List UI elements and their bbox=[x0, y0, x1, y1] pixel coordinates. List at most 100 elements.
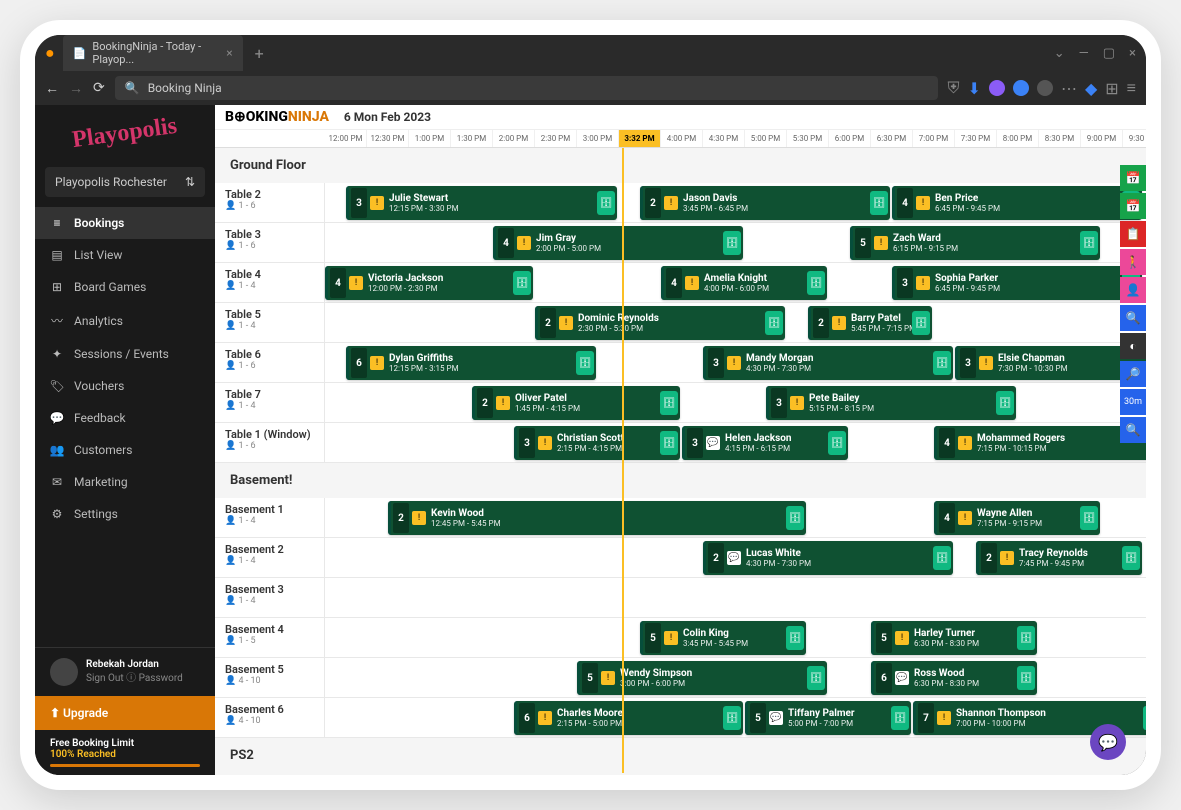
ext-icon[interactable] bbox=[1037, 80, 1053, 96]
booking-card[interactable]: 6!Dylan Griffiths12:15 PM - 3:15 PM🗄 bbox=[346, 346, 596, 380]
booking-time: 7:45 PM - 9:45 PM bbox=[1019, 559, 1117, 568]
nav-item-bookings[interactable]: ≡Bookings bbox=[35, 207, 215, 239]
booking-time: 6:30 PM - 8:30 PM bbox=[914, 679, 1012, 688]
tool-button[interactable]: 📋 bbox=[1120, 221, 1146, 247]
row-capacity: 👤 1 - 6 bbox=[225, 241, 314, 251]
nav-item-board-games[interactable]: ⊞Board Games bbox=[35, 271, 215, 303]
forward-button[interactable]: → bbox=[69, 80, 83, 97]
row-name: Basement 6 bbox=[225, 703, 314, 716]
booking-card[interactable]: 3!Pete Bailey5:15 PM - 8:15 PM🗄 bbox=[766, 386, 1016, 420]
archive-icon: 🗄 bbox=[786, 506, 804, 530]
note-icon: ! bbox=[349, 276, 363, 290]
chat-button[interactable]: 💬 bbox=[1090, 724, 1126, 760]
ext-icon[interactable]: ⋯ bbox=[1061, 79, 1077, 98]
window-maximize[interactable]: ▢ bbox=[1103, 46, 1115, 61]
nav-icon: ⊞ bbox=[50, 280, 64, 294]
tool-button[interactable]: 🚶 bbox=[1120, 249, 1146, 275]
booking-card[interactable]: 3!Mandy Morgan4:30 PM - 7:30 PM🗄 bbox=[703, 346, 953, 380]
shield-icon[interactable]: ⛨ bbox=[948, 78, 960, 98]
tool-button[interactable]: 🔎 bbox=[1120, 361, 1146, 387]
nav-item-settings[interactable]: ⚙Settings bbox=[35, 498, 215, 530]
booking-card[interactable]: 2!Jason Davis3:45 PM - 6:45 PM🗄 bbox=[640, 186, 890, 220]
time-header-cell: 8:30 PM bbox=[1039, 130, 1081, 147]
nav-item-analytics[interactable]: 〰Analytics bbox=[35, 303, 215, 338]
nav-label: Customers bbox=[74, 443, 132, 457]
ext-icon[interactable]: ◆ bbox=[1085, 79, 1097, 98]
avatar[interactable] bbox=[50, 658, 78, 686]
tool-button[interactable]: 📅 bbox=[1120, 193, 1146, 219]
booking-card[interactable]: 3!Sophia Parker6:45 PM - 9:45 PM🗄 bbox=[892, 266, 1142, 300]
nav-item-list-view[interactable]: ▤List View bbox=[35, 239, 215, 271]
new-tab-button[interactable]: + bbox=[247, 44, 272, 63]
booking-card[interactable]: 5!Wendy Simpson3:00 PM - 6:00 PM🗄 bbox=[577, 661, 827, 695]
booking-card[interactable]: 2💬Lucas White4:30 PM - 7:30 PM🗄 bbox=[703, 541, 953, 575]
upgrade-button[interactable]: ⬆ Upgrade bbox=[35, 696, 215, 730]
window-close[interactable]: × bbox=[1129, 46, 1136, 61]
main-schedule: B⊕OKINGNINJA 6 Mon Feb 2023 12:00 PM12:3… bbox=[215, 105, 1146, 775]
booking-card[interactable]: 3!Christian Scott2:15 PM - 4:15 PM🗄 bbox=[514, 426, 680, 460]
menu-icon[interactable]: ≡ bbox=[1127, 78, 1136, 98]
booking-card[interactable]: 5!Harley Turner6:30 PM - 8:30 PM🗄 bbox=[871, 621, 1037, 655]
booking-card[interactable]: 5!Zach Ward6:15 PM - 9:15 PM🗄 bbox=[850, 226, 1100, 260]
booking-time: 5:45 PM - 7:15 PM bbox=[851, 324, 907, 333]
tool-button[interactable]: 🔍 bbox=[1120, 417, 1146, 443]
close-icon[interactable]: × bbox=[226, 46, 232, 60]
tool-button[interactable]: 30m bbox=[1120, 389, 1146, 415]
booking-card[interactable]: 4!Amelia Knight4:00 PM - 6:00 PM🗄 bbox=[661, 266, 827, 300]
nav-item-sessions-events[interactable]: ✦Sessions / Events bbox=[35, 338, 215, 370]
limit-title: Free Booking Limit bbox=[50, 738, 200, 749]
booking-card[interactable]: 2!Kevin Wood12:45 PM - 5:45 PM🗄 bbox=[388, 501, 806, 535]
table-row: Basement 6👤 4 - 106!Charles Moore2:15 PM… bbox=[215, 698, 1146, 738]
booking-card[interactable]: 2!Oliver Patel1:45 PM - 4:15 PM🗄 bbox=[472, 386, 680, 420]
nav-item-marketing[interactable]: ✉Marketing bbox=[35, 466, 215, 498]
guest-name: Charles Moore bbox=[557, 708, 718, 719]
table-row: Basement 3👤 1 - 4 bbox=[215, 578, 1146, 618]
booking-card[interactable]: 6!Charles Moore2:15 PM - 5:00 PM🗄 bbox=[514, 701, 743, 735]
booking-card[interactable]: 4!Jim Gray2:00 PM - 5:00 PM🗄 bbox=[493, 226, 743, 260]
table-row: Table 6👤 1 - 66!Dylan Griffiths12:15 PM … bbox=[215, 343, 1146, 383]
party-count: 7 bbox=[918, 703, 934, 733]
time-header-cell: 12:30 PM bbox=[367, 130, 409, 147]
booking-card[interactable]: 4!Wayne Allen7:15 PM - 9:15 PM🗄 bbox=[934, 501, 1100, 535]
row-capacity: 👤 1 - 5 bbox=[225, 636, 314, 646]
location-selector[interactable]: Playopolis Rochester ⇅ bbox=[45, 167, 205, 197]
ext-icon[interactable] bbox=[1013, 80, 1029, 96]
booking-card[interactable]: 4!Ben Price6:45 PM - 9:45 PM🗄 bbox=[892, 186, 1142, 220]
back-button[interactable]: ← bbox=[45, 80, 59, 97]
archive-icon: 🗄 bbox=[1080, 506, 1098, 530]
booking-card[interactable]: 5!Colin King3:45 PM - 5:45 PM🗄 bbox=[640, 621, 806, 655]
nav-item-vouchers[interactable]: 🏷Vouchers bbox=[35, 370, 215, 402]
archive-icon: 🗄 bbox=[933, 351, 951, 375]
url-bar[interactable]: 🔍 Booking Ninja bbox=[115, 76, 938, 100]
date-header: 6 Mon Feb 2023 bbox=[344, 110, 431, 124]
user-sub[interactable]: Sign Out ⓘ Password bbox=[86, 672, 183, 686]
booking-card[interactable]: 4!Mohammed Rogers7:15 PM - 10:15 PM🗄 bbox=[934, 426, 1146, 460]
tool-button[interactable]: 🔍 bbox=[1120, 305, 1146, 331]
booking-card[interactable]: 3💬Helen Jackson4:15 PM - 6:15 PM🗄 bbox=[682, 426, 848, 460]
booking-card[interactable]: 6💬Ross Wood6:30 PM - 8:30 PM🗄 bbox=[871, 661, 1037, 695]
booking-card[interactable]: 2!Barry Patel5:45 PM - 7:15 PM🗄 bbox=[808, 306, 932, 340]
booking-card[interactable]: 3!Julie Stewart12:15 PM - 3:30 PM🗄 bbox=[346, 186, 617, 220]
time-header-cell: 6:30 PM bbox=[871, 130, 913, 147]
reload-button[interactable]: ⟳ bbox=[93, 80, 105, 96]
tool-button[interactable]: 📅 bbox=[1120, 165, 1146, 191]
booking-card[interactable]: 3!Elsie Chapman7:30 PM - 10:30 PM🗄 bbox=[955, 346, 1146, 380]
booking-card[interactable]: 2!Tracy Reynolds7:45 PM - 9:45 PM🗄 bbox=[976, 541, 1142, 575]
booking-card[interactable]: 5💬Tiffany Palmer5:00 PM - 7:00 PM🗄 bbox=[745, 701, 911, 735]
nav-item-feedback[interactable]: 💬Feedback bbox=[35, 402, 215, 434]
nav-item-customers[interactable]: 👥Customers bbox=[35, 434, 215, 466]
booking-card[interactable]: 4!Victoria Jackson12:00 PM - 2:30 PM🗄 bbox=[325, 266, 533, 300]
window-minimize[interactable]: — bbox=[1079, 46, 1089, 61]
booking-card[interactable]: 2!Dominic Reynolds2:30 PM - 5:30 PM🗄 bbox=[535, 306, 785, 340]
note-icon: ! bbox=[412, 511, 426, 525]
party-count: 4 bbox=[939, 503, 955, 533]
browser-tab[interactable]: 📄 BookingNinja - Today - Playop... × bbox=[63, 35, 243, 71]
ext-icon[interactable]: ⊞ bbox=[1105, 79, 1118, 98]
download-icon[interactable]: ⬇ bbox=[968, 79, 981, 98]
user-name: Rebekah Jordan bbox=[86, 658, 183, 672]
tool-button[interactable]: 👤 bbox=[1120, 277, 1146, 303]
tool-button[interactable]: ◐ bbox=[1120, 333, 1146, 359]
note-icon: ! bbox=[664, 631, 678, 645]
ext-icon[interactable] bbox=[989, 80, 1005, 96]
minimize-icon[interactable]: ⌄ bbox=[1054, 46, 1065, 61]
